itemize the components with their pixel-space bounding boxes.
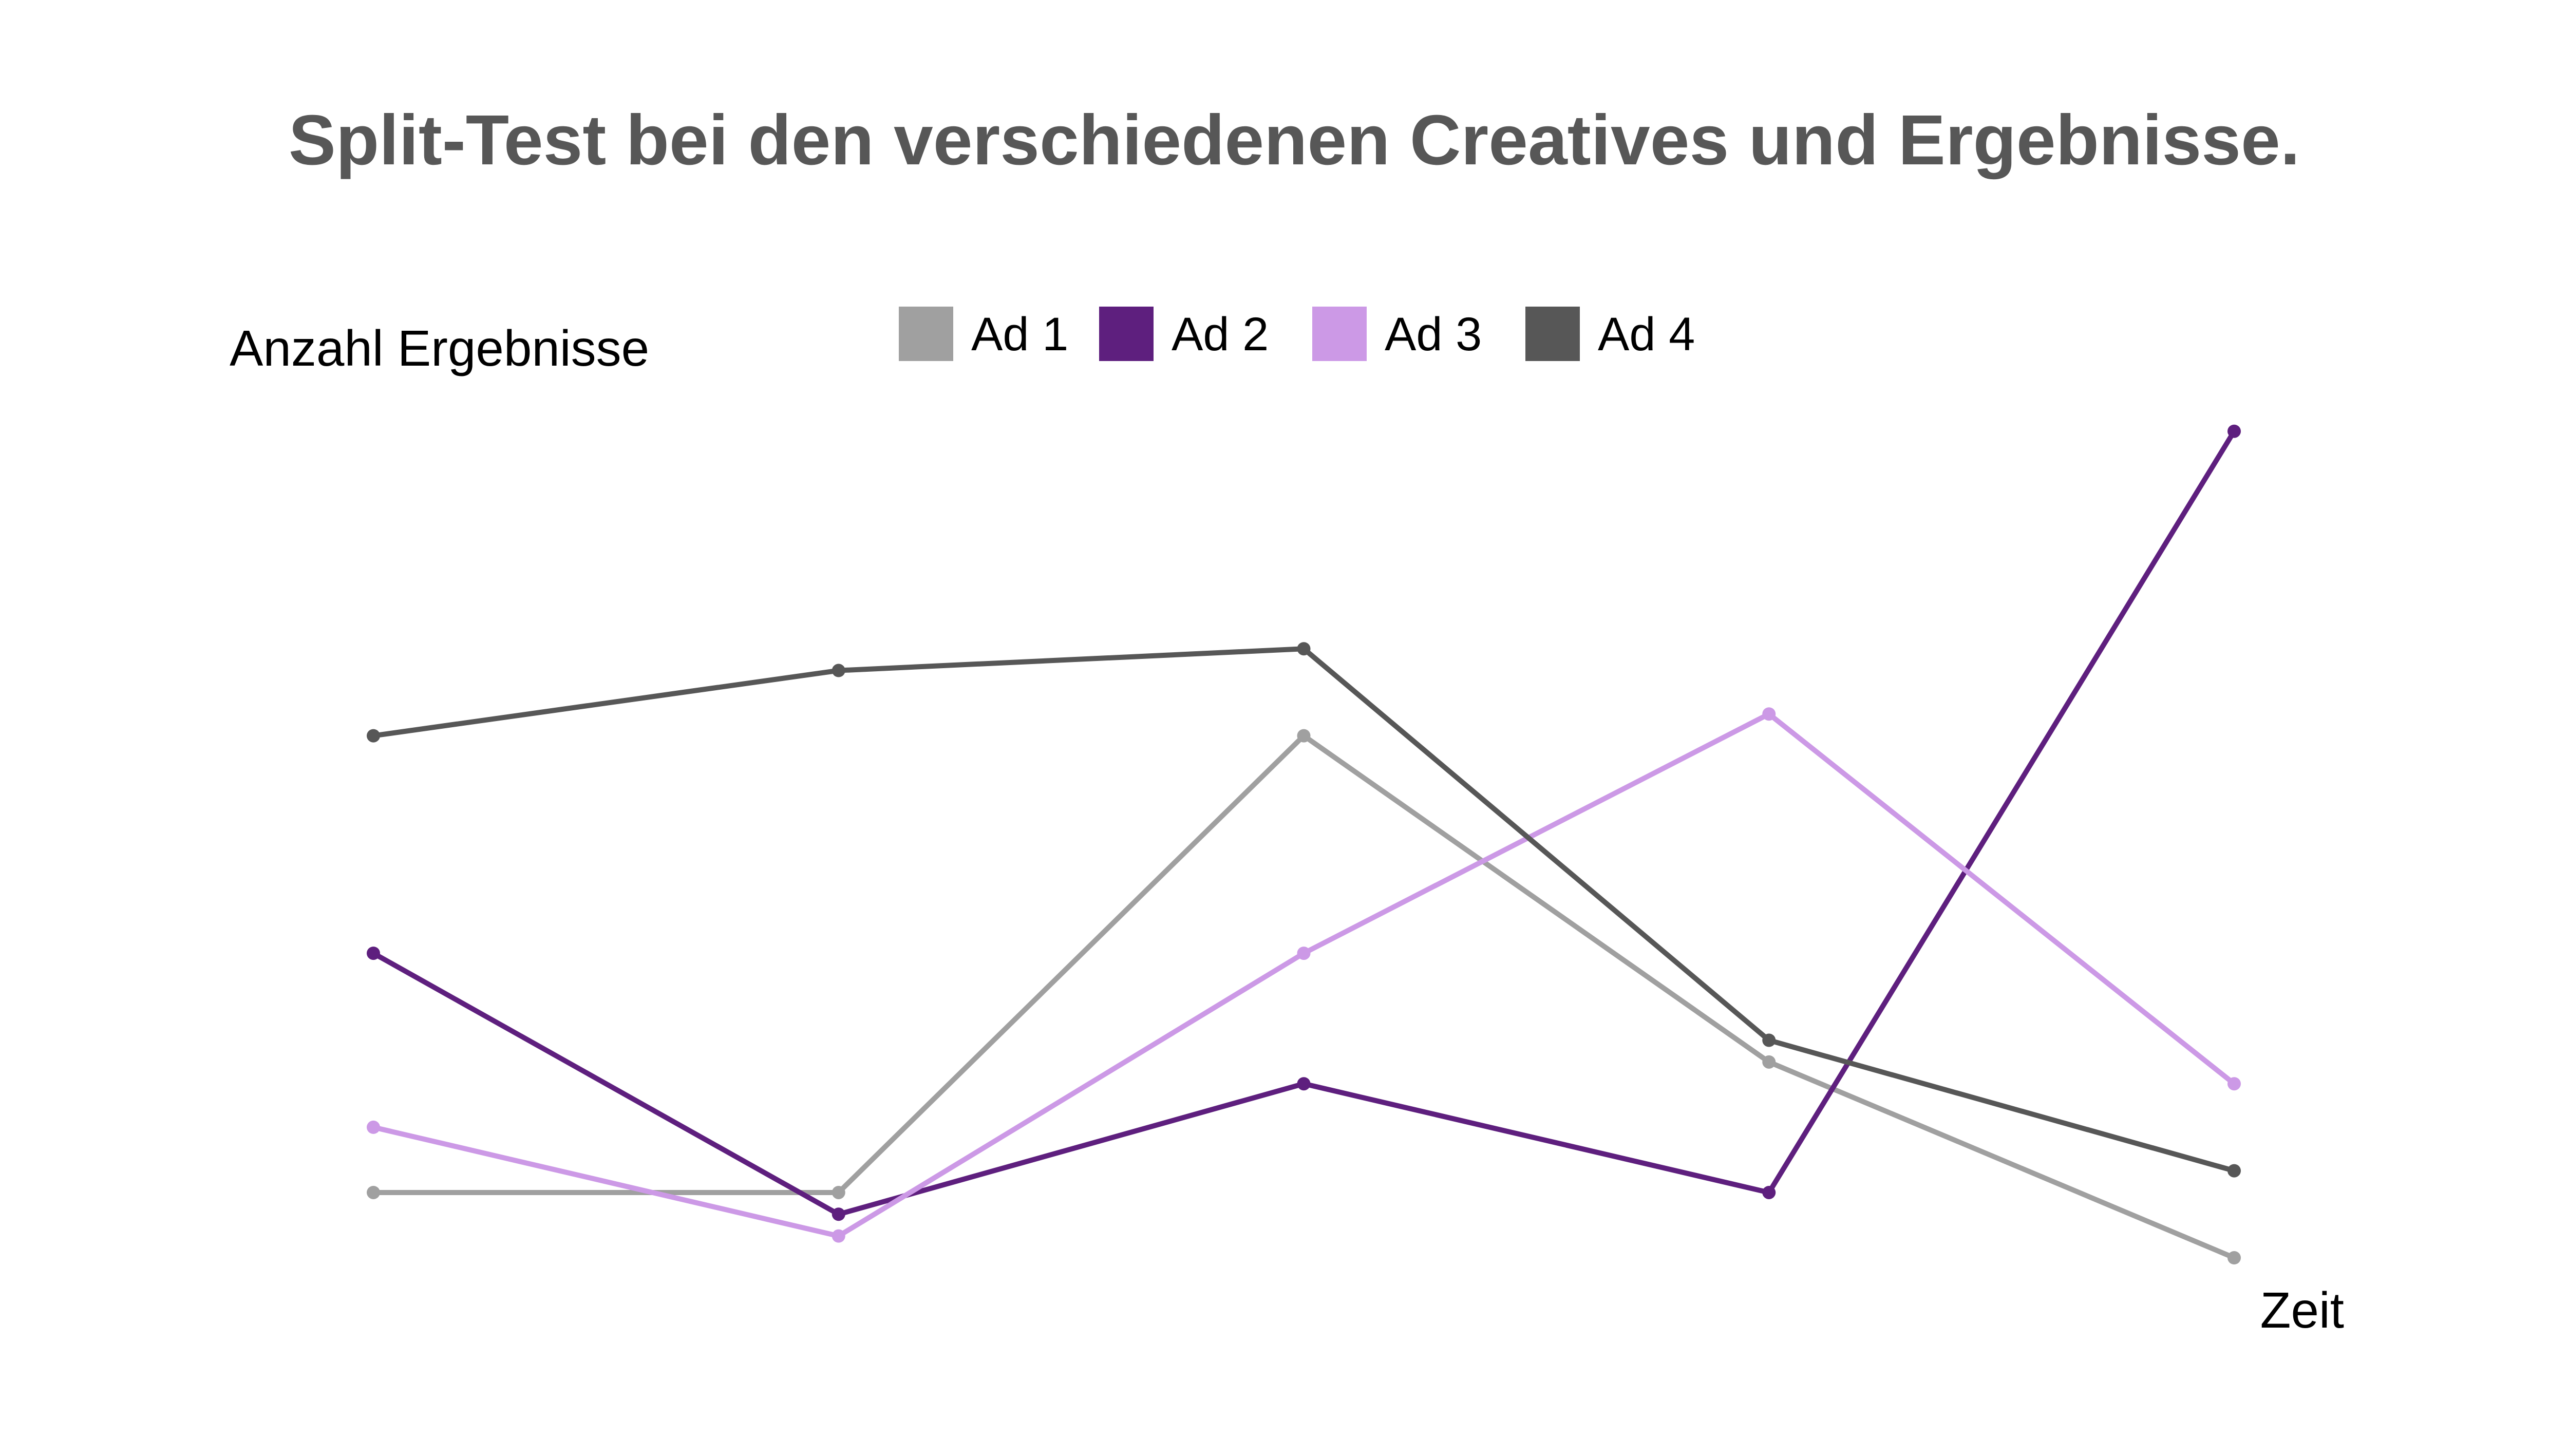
data-point-ad-1-4[interactable] [1762, 1055, 1776, 1069]
data-point-ad-3-2[interactable] [832, 1229, 845, 1243]
series-ad-2 [367, 424, 2241, 1221]
data-point-ad-4-5[interactable] [2227, 1164, 2241, 1178]
legend-swatch-ad-2 [1099, 307, 1154, 361]
data-point-ad-2-3[interactable] [1297, 1077, 1311, 1091]
y-axis-label: Anzahl Ergebnisse [230, 320, 649, 376]
chart-title: Split-Test bei den verschiedenen Creativ… [289, 101, 2300, 180]
data-point-ad-4-1[interactable] [367, 729, 380, 743]
data-point-ad-1-1[interactable] [367, 1185, 380, 1199]
series-ad-1 [367, 729, 2241, 1264]
data-point-ad-1-3[interactable] [1297, 729, 1311, 743]
data-point-ad-3-3[interactable] [1297, 947, 1311, 960]
data-point-ad-2-2[interactable] [832, 1207, 845, 1221]
data-point-ad-1-2[interactable] [832, 1185, 845, 1199]
data-point-ad-4-3[interactable] [1297, 642, 1311, 656]
legend-label-ad-2: Ad 2 [1172, 308, 1269, 361]
data-point-ad-2-4[interactable] [1762, 1185, 1776, 1199]
data-point-ad-2-5[interactable] [2227, 424, 2241, 438]
legend-label-ad-4: Ad 4 [1598, 308, 1695, 361]
data-point-ad-4-4[interactable] [1762, 1033, 1776, 1047]
data-point-ad-3-1[interactable] [367, 1120, 380, 1134]
series-ad-4 [367, 642, 2241, 1178]
series-layer [367, 424, 2241, 1264]
legend-swatch-ad-1 [899, 307, 953, 361]
data-point-ad-3-4[interactable] [1762, 707, 1776, 721]
data-point-ad-1-5[interactable] [2227, 1251, 2241, 1264]
data-point-ad-4-2[interactable] [832, 664, 845, 677]
legend-label-ad-3: Ad 3 [1385, 308, 1482, 361]
legend-label-ad-1: Ad 1 [971, 308, 1068, 361]
data-point-ad-3-5[interactable] [2227, 1077, 2241, 1091]
chart-legend: Ad 1 Ad 2 Ad 3 Ad 4 [899, 307, 1695, 361]
data-point-ad-2-1[interactable] [367, 947, 380, 960]
legend-swatch-ad-3 [1312, 307, 1367, 361]
series-ad-3 [367, 707, 2241, 1243]
legend-swatch-ad-4 [1525, 307, 1580, 361]
x-axis-label: Zeit [2260, 1282, 2344, 1338]
